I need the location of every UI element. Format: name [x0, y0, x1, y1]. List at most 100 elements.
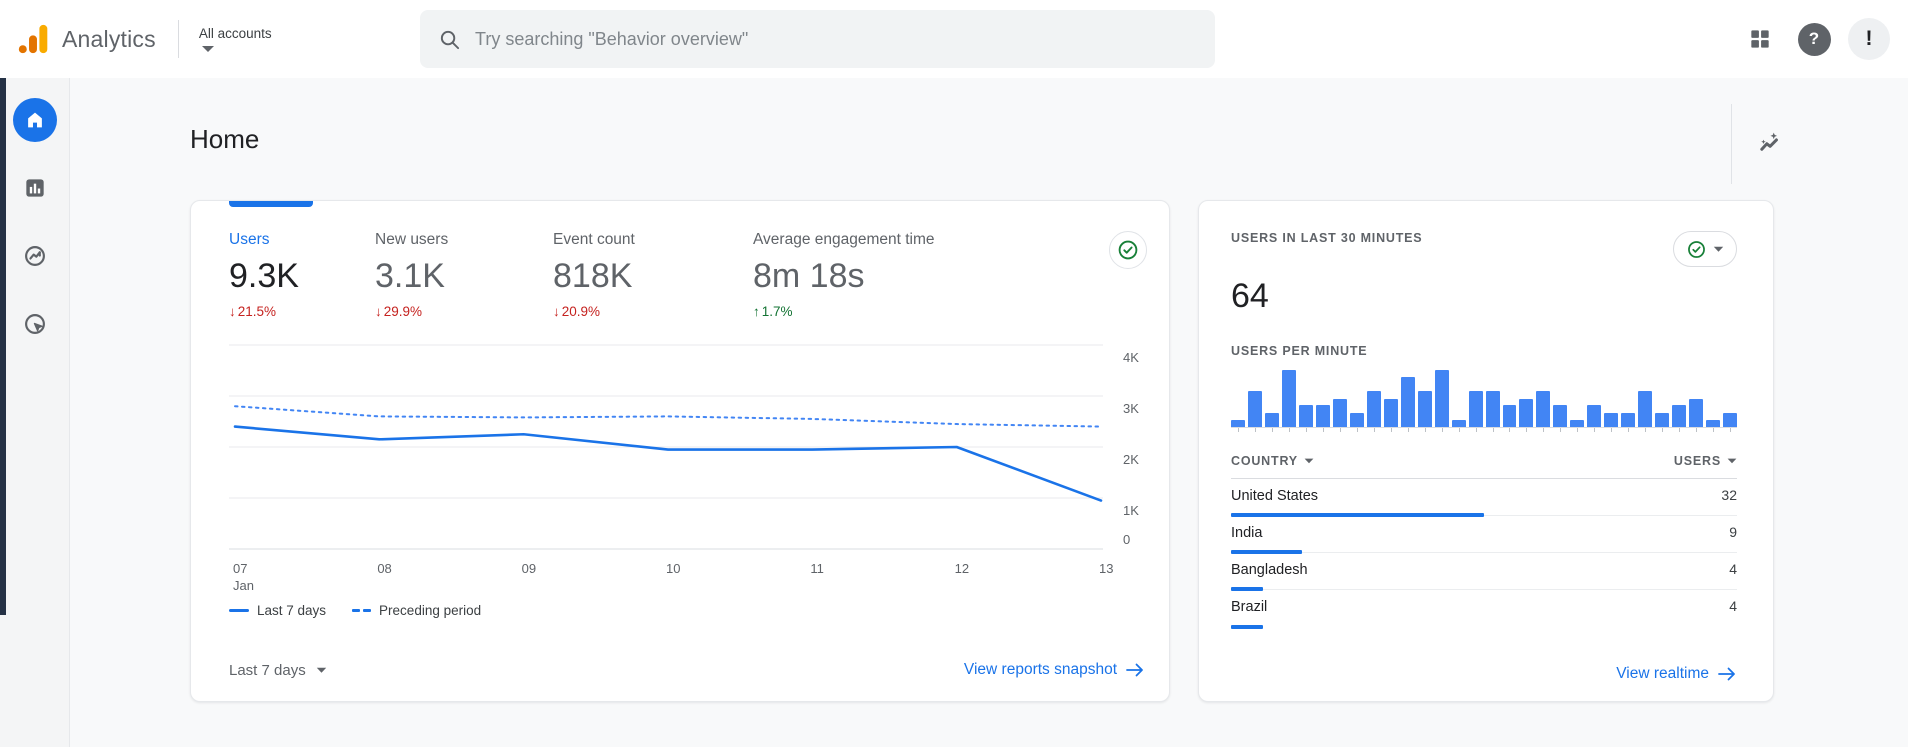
dashed-line-swatch	[352, 609, 372, 612]
metric-tab-event-count[interactable]: Event count 818K ↓ 20.9%	[553, 231, 753, 319]
minute-bar[interactable]	[1519, 370, 1534, 432]
legend-label: Last 7 days	[257, 603, 327, 618]
users-per-minute-label: USERS PER MINUTE	[1231, 344, 1368, 358]
minute-bar[interactable]	[1723, 370, 1738, 432]
minute-bar[interactable]	[1400, 370, 1415, 432]
metric-tab-average-engagement-time[interactable]: Average engagement time 8m 18s ↑ 1.7%	[753, 231, 1015, 319]
avatar[interactable]: !	[1848, 18, 1890, 60]
active-metric-tab-indicator	[229, 201, 313, 207]
arrow-right-icon	[1126, 663, 1143, 677]
minute-bar[interactable]	[1298, 370, 1313, 432]
realtime-status-dropdown[interactable]	[1673, 231, 1737, 267]
minute-bar[interactable]	[1264, 370, 1279, 432]
minute-bar[interactable]	[1672, 370, 1687, 432]
date-range-label: Last 7 days	[229, 661, 306, 679]
country-column-header[interactable]: COUNTRY	[1231, 454, 1314, 468]
country-row[interactable]: Bangladesh 4	[1231, 553, 1737, 591]
insights-area	[1731, 104, 1790, 184]
chevron-down-icon	[201, 45, 214, 52]
insights-button[interactable]	[1750, 124, 1790, 164]
minute-bar[interactable]	[1468, 370, 1483, 432]
minute-bar[interactable]	[1417, 370, 1432, 432]
sidebar-item-explore[interactable]	[13, 234, 57, 278]
view-reports-snapshot-label: View reports snapshot	[963, 661, 1117, 678]
minute-bar[interactable]	[1451, 370, 1466, 432]
minute-bar[interactable]	[1655, 370, 1670, 432]
sidebar-item-reports[interactable]	[13, 166, 57, 210]
minute-bar[interactable]	[1485, 370, 1500, 432]
legend-item-dashed: Preceding period	[352, 603, 481, 618]
minute-bar[interactable]	[1706, 370, 1721, 432]
minute-bar[interactable]	[1570, 370, 1585, 432]
app-title: Analytics	[62, 25, 156, 52]
overview-card-footer: Last 7 days View reports snapshot	[191, 661, 1169, 701]
minute-bar-fill	[1536, 391, 1551, 427]
search-input[interactable]	[475, 28, 1197, 50]
svg-text:11: 11	[810, 561, 824, 576]
country-row[interactable]: India 9	[1231, 516, 1737, 554]
help-button[interactable]: ?	[1794, 19, 1834, 59]
minute-bar[interactable]	[1536, 370, 1551, 432]
metric-tab-new-users[interactable]: New users 3.1K ↓ 29.9%	[375, 231, 553, 319]
view-realtime-link[interactable]: View realtime	[1616, 665, 1737, 683]
country-header-label: COUNTRY	[1231, 454, 1298, 468]
account-switcher[interactable]: All accounts	[199, 26, 272, 53]
top-bar: Analytics All accounts ? !	[0, 0, 1908, 78]
minute-bar[interactable]	[1587, 370, 1602, 432]
search-bar[interactable]	[420, 10, 1215, 68]
minute-bar[interactable]	[1502, 370, 1517, 432]
minute-bar[interactable]	[1604, 370, 1619, 432]
minute-bar[interactable]	[1332, 370, 1347, 432]
users-line-chart[interactable]: 0 1K 2K 3K 4K 07 Jan 08 09 10 11 12 13	[229, 329, 1167, 601]
country-row[interactable]: Brazil 4	[1231, 590, 1737, 629]
apps-grid-button[interactable]	[1740, 19, 1780, 59]
arrow-down-icon: ↓	[229, 304, 236, 319]
svg-text:10: 10	[666, 561, 680, 576]
svg-text:4K: 4K	[1123, 350, 1139, 365]
minute-bar-fill	[1231, 419, 1245, 427]
minute-bar[interactable]	[1349, 370, 1364, 432]
minute-bar-fill	[1451, 419, 1466, 427]
minute-bar[interactable]	[1689, 370, 1704, 432]
country-name: United States	[1231, 488, 1319, 504]
minute-bar[interactable]	[1383, 370, 1398, 432]
svg-text:Jan: Jan	[233, 578, 254, 593]
users-per-minute-chart[interactable]	[1231, 370, 1738, 432]
data-quality-button[interactable]	[1109, 231, 1147, 269]
minute-bar[interactable]	[1315, 370, 1330, 432]
date-range-selector[interactable]: Last 7 days	[229, 662, 327, 679]
bar-chart-icon	[25, 179, 44, 197]
minute-bar[interactable]	[1247, 370, 1262, 432]
minute-bar[interactable]	[1434, 370, 1449, 432]
minute-bar-fill	[1366, 391, 1381, 427]
view-reports-snapshot-link[interactable]: View reports snapshot	[964, 661, 1145, 679]
metric-delta: ↓ 20.9%	[553, 304, 753, 319]
sidebar-item-advertising[interactable]	[13, 302, 57, 346]
svg-text:3K: 3K	[1123, 401, 1139, 416]
explore-icon	[24, 246, 45, 266]
minute-bar[interactable]	[1553, 370, 1568, 432]
minute-bar[interactable]	[1621, 370, 1636, 432]
minute-bar-fill	[1485, 391, 1500, 427]
minute-bar[interactable]	[1281, 370, 1296, 432]
page-header: Home	[70, 78, 1908, 200]
view-realtime-label: View realtime	[1616, 665, 1709, 682]
minute-bar-fill	[1570, 419, 1585, 427]
overview-card: Users 9.3K ↓ 21.5% New users 3.1K ↓ 29.9% Even…	[190, 200, 1170, 702]
minute-bar[interactable]	[1638, 370, 1653, 432]
users-column-header[interactable]: USERS	[1674, 454, 1737, 468]
apps-grid-icon	[1751, 30, 1769, 48]
country-name: Bangladesh	[1231, 562, 1308, 578]
country-row[interactable]: United States 32	[1231, 479, 1737, 517]
metric-tab-users[interactable]: Users 9.3K ↓ 21.5%	[229, 231, 375, 319]
sidebar-item-home[interactable]	[12, 98, 57, 142]
minute-bar-fill	[1400, 376, 1415, 427]
realtime-card-footer: View realtime	[1231, 655, 1737, 683]
svg-text:0: 0	[1123, 532, 1130, 547]
advertising-icon	[24, 314, 45, 334]
minute-bar[interactable]	[1366, 370, 1381, 432]
minute-bar[interactable]	[1231, 370, 1245, 432]
realtime-card: USERS IN LAST 30 MINUTES 64 USERS PER MI…	[1198, 200, 1774, 702]
minute-bar-fill	[1281, 370, 1296, 427]
analytics-logo[interactable]: Analytics	[16, 22, 156, 56]
